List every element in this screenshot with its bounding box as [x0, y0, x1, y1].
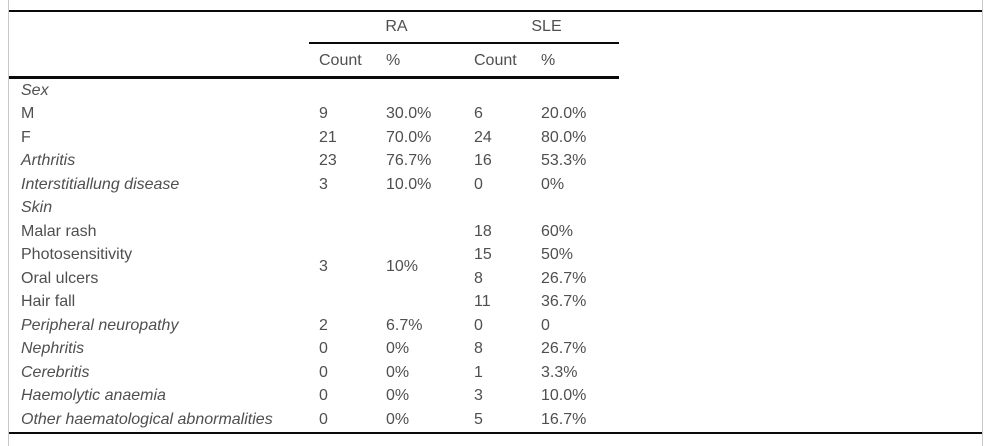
row-label: M — [21, 105, 35, 123]
row-label: Peripheral neuropathy — [21, 316, 179, 334]
sle-pct-cell: 36.7% — [541, 293, 587, 311]
sle-count-cell: 8 — [474, 340, 483, 358]
sle-count-cell: 5 — [474, 410, 483, 428]
table-row: Nephritis 0 0% 8 26.7% — [9, 338, 982, 362]
sle-count-cell: 18 — [474, 222, 492, 240]
sle-pct-cell: 20.0% — [541, 105, 587, 123]
sle-count-cell: 24 — [474, 128, 492, 146]
sle-count-cell: 11 — [474, 293, 491, 311]
sle-pct-cell: 10.0% — [541, 387, 587, 405]
table-row: Skin — [9, 197, 982, 221]
top-rule — [9, 10, 982, 12]
ra-count-cell: 0 — [319, 387, 328, 405]
sle-pct-cell: 53.3% — [541, 152, 587, 170]
ra-pct-cell: 6.7% — [386, 316, 423, 334]
sle-pct-cell: 26.7% — [541, 269, 587, 287]
table-frame: RA SLE Count % Count % Sex M 9 30.0% 6 2… — [8, 0, 983, 446]
row-label: Skin — [21, 199, 53, 217]
row-label: Photosensitivity — [21, 246, 133, 264]
row-label: Nephritis — [21, 340, 85, 358]
table-row: M 9 30.0% 6 20.0% — [9, 103, 982, 127]
table-row: Sex — [9, 79, 982, 103]
subheader-row: Count % Count % — [9, 46, 982, 76]
ra-count-cell: 23 — [319, 152, 337, 170]
sle-pct-cell: 3.3% — [541, 363, 578, 381]
row-label: Oral ulcers — [21, 269, 99, 287]
row-label: Other haematological abnormalities — [21, 410, 273, 428]
skin-ra-merged-cell: 3 10% — [319, 220, 474, 314]
ra-count-cell: 0 — [319, 410, 328, 428]
ra-count-cell: 21 — [319, 128, 337, 146]
ra-pct-cell: 0% — [386, 340, 410, 358]
sle-count-cell: 0 — [474, 175, 483, 193]
sle-count-cell: 0 — [474, 316, 483, 334]
bottom-rule — [9, 432, 982, 434]
header-separator-rule — [9, 76, 619, 79]
ra-count-cell: 9 — [319, 105, 328, 123]
skin-ra-count: 3 — [319, 258, 328, 275]
table-row: Photosensitivity 15 50% — [9, 244, 982, 268]
sle-pct-cell: 0% — [541, 175, 565, 193]
table-row: Haemolytic anaemia 0 0% 3 10.0% — [9, 385, 982, 409]
subheader-sle-pct: % — [541, 52, 556, 69]
sle-count-cell: 1 — [474, 363, 483, 381]
sle-count-cell: 6 — [474, 105, 483, 123]
table-row: Other haematological abnormalities 0 0% … — [9, 408, 982, 432]
sle-count-cell: 3 — [474, 387, 483, 405]
row-label: Cerebritis — [21, 363, 90, 381]
table-row: F 21 70.0% 24 80.0% — [9, 126, 982, 150]
table-row: Interstitiallung disease 3 10.0% 0 0% — [9, 173, 982, 197]
sle-pct-cell: 80.0% — [541, 128, 587, 146]
table-row: Hair fall 11 36.7% — [9, 291, 982, 315]
row-label: Haemolytic anaemia — [21, 387, 166, 405]
sle-pct-cell: 16.7% — [541, 410, 587, 428]
sle-count-cell: 15 — [474, 246, 492, 264]
sle-pct-cell: 60% — [541, 222, 574, 240]
group-header-ra: RA — [385, 18, 408, 35]
group-header-underline — [309, 42, 619, 44]
table-row: Arthritis 23 76.7% 16 53.3% — [9, 150, 982, 174]
ra-count-cell: 3 — [319, 175, 328, 193]
column-group-header-row: RA SLE — [9, 12, 982, 42]
skin-ra-pct: 10% — [386, 258, 419, 275]
table-row: Cerebritis 0 0% 1 3.3% — [9, 361, 982, 385]
subheader-ra-count: Count — [319, 52, 362, 69]
row-label: F — [21, 128, 31, 146]
sle-pct-cell: 0 — [541, 316, 550, 334]
ra-count-cell: 2 — [319, 316, 328, 334]
sle-pct-cell: 26.7% — [541, 340, 587, 358]
table-row: Oral ulcers 8 26.7% — [9, 267, 982, 291]
group-header-sle: SLE — [531, 18, 562, 35]
ra-pct-cell: 10.0% — [386, 175, 432, 193]
table-body: Sex M 9 30.0% 6 20.0% F 21 70.0% 24 80.0… — [9, 79, 982, 432]
sle-count-cell: 8 — [474, 269, 483, 287]
ra-pct-cell: 0% — [386, 363, 410, 381]
subheader-ra-pct: % — [386, 52, 401, 69]
ra-count-cell: 0 — [319, 363, 328, 381]
ra-count-cell: 0 — [319, 340, 328, 358]
table-row: Malar rash 18 60% — [9, 220, 982, 244]
ra-pct-cell: 0% — [386, 410, 410, 428]
row-label: Arthritis — [21, 152, 76, 170]
subheader-sle-count: Count — [474, 52, 517, 69]
ra-pct-cell: 0% — [386, 387, 410, 405]
row-label: Sex — [21, 81, 49, 99]
row-label: Malar rash — [21, 222, 97, 240]
table-row: Peripheral neuropathy 2 6.7% 0 0 — [9, 314, 982, 338]
ra-pct-cell: 30.0% — [386, 105, 432, 123]
row-label: Hair fall — [21, 293, 76, 311]
sle-pct-cell: 50% — [541, 246, 574, 264]
sle-count-cell: 16 — [474, 152, 492, 170]
ra-pct-cell: 76.7% — [386, 152, 432, 170]
row-label: Interstitiallung disease — [21, 175, 180, 193]
ra-pct-cell: 70.0% — [386, 128, 432, 146]
